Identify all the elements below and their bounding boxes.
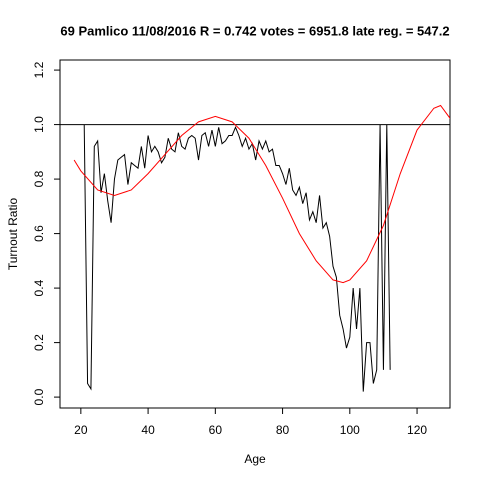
x-tick-label: 40 bbox=[141, 423, 155, 437]
x-tick-label: 80 bbox=[276, 423, 290, 437]
x-tick-label: 60 bbox=[209, 423, 223, 437]
chart-title: 69 Pamlico 11/08/2016 R = 0.742 votes = … bbox=[60, 23, 449, 38]
y-tick-label: 0.2 bbox=[32, 334, 46, 351]
y-tick-label: 1.2 bbox=[32, 61, 46, 78]
y-tick-label: 0.4 bbox=[32, 279, 46, 296]
x-axis-label: Age bbox=[244, 452, 266, 466]
y-tick-label: 0.0 bbox=[32, 388, 46, 405]
x-tick-label: 20 bbox=[74, 423, 88, 437]
data-line bbox=[73, 104, 450, 284]
y-tick-label: 0.6 bbox=[32, 225, 46, 242]
x-tick-label: 120 bbox=[407, 423, 427, 437]
y-tick-label: 0.8 bbox=[32, 170, 46, 187]
y-tick-label: 1.0 bbox=[32, 116, 46, 133]
y-axis-label: Turnout Ratio bbox=[6, 198, 20, 271]
plot-box bbox=[59, 59, 451, 409]
x-tick-label: 100 bbox=[340, 423, 360, 437]
data-line bbox=[83, 124, 391, 392]
